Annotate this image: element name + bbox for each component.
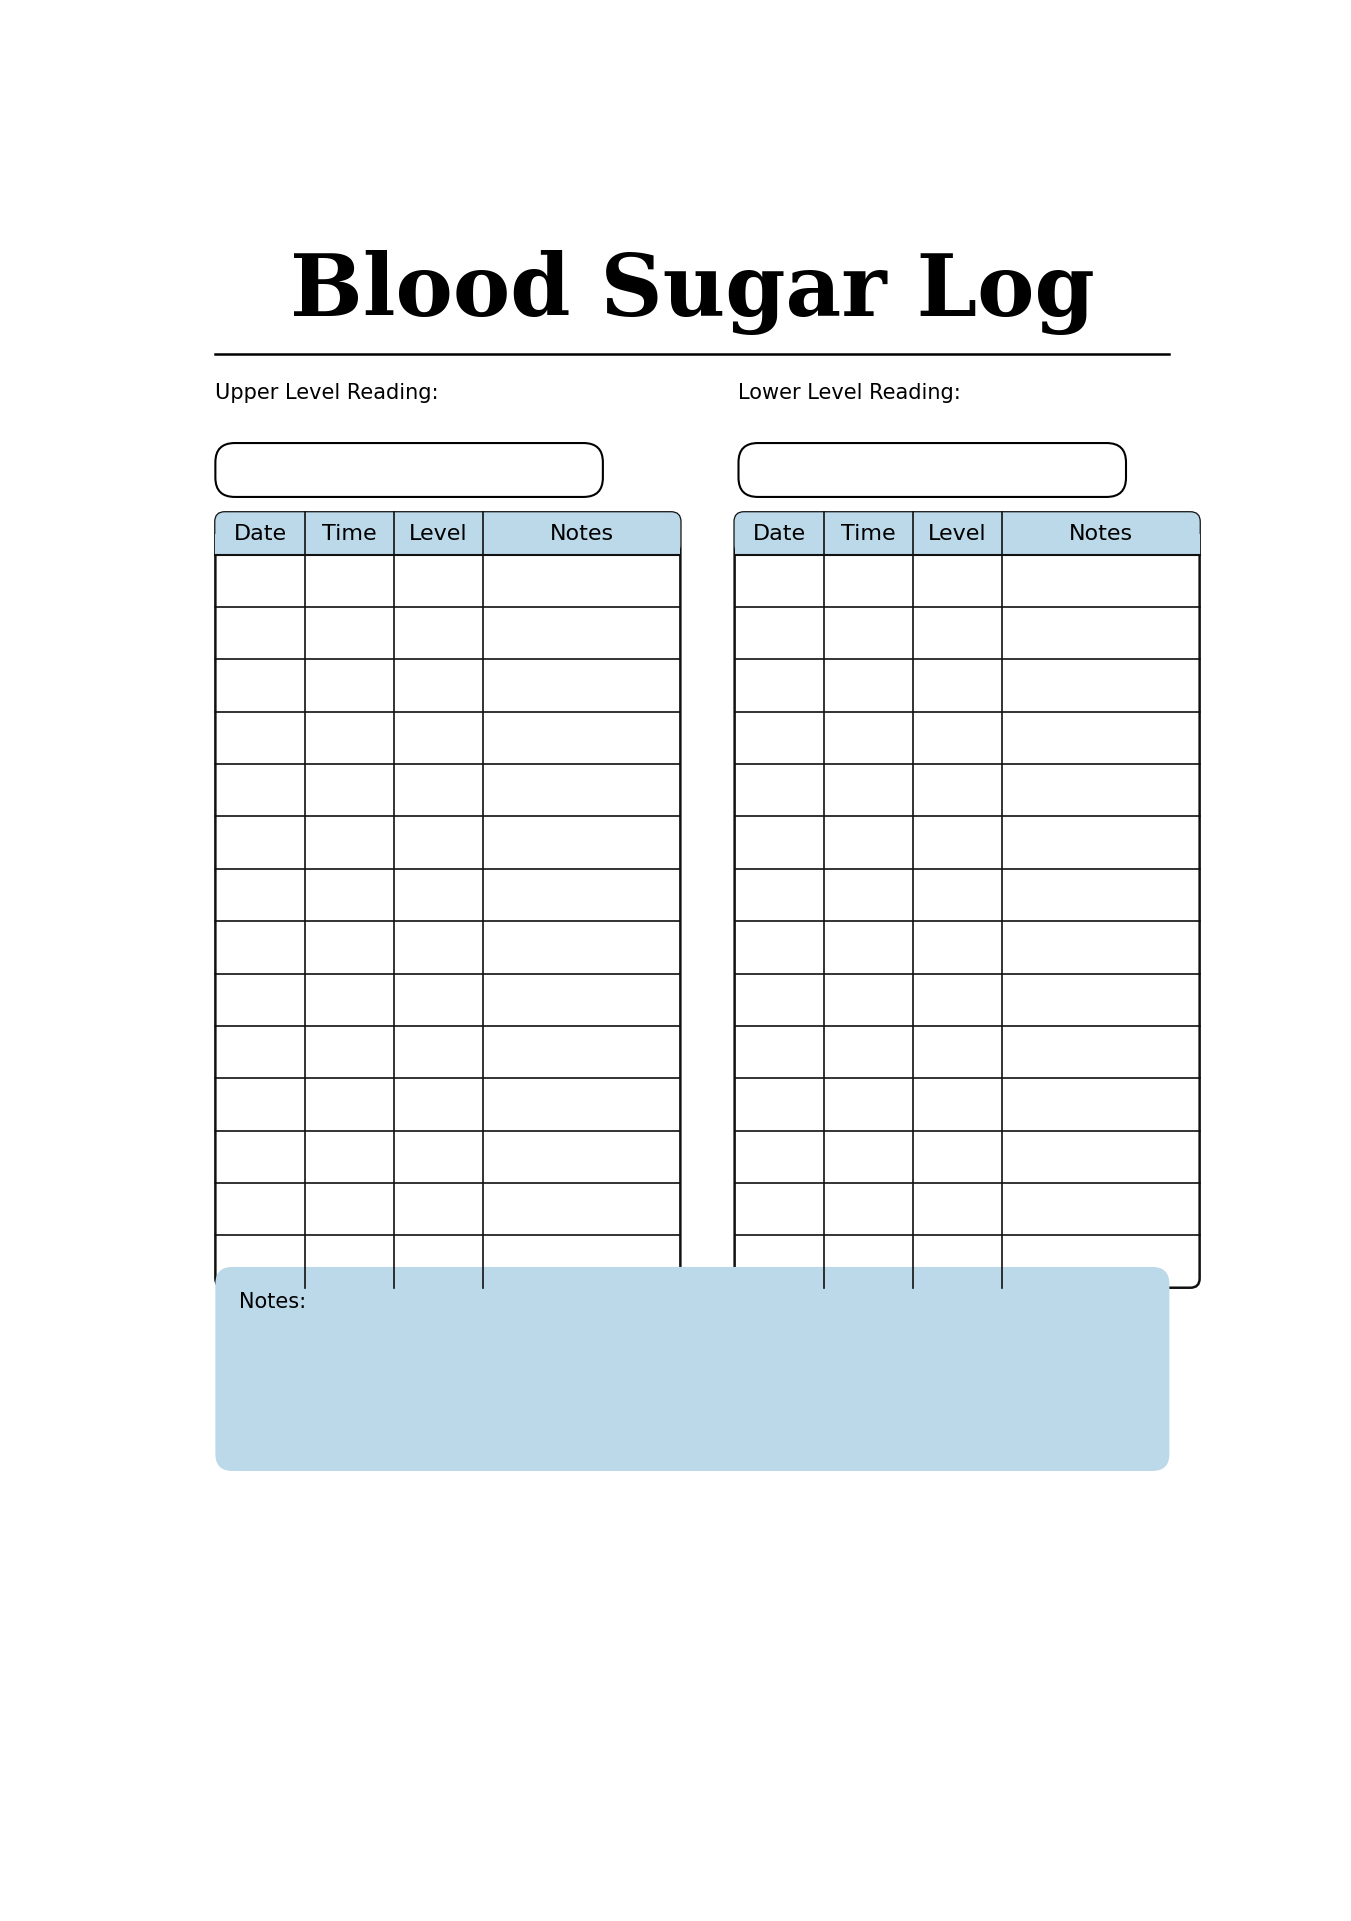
Text: Date: Date <box>234 524 286 544</box>
Text: Time: Time <box>322 524 377 544</box>
Text: Time: Time <box>842 524 896 544</box>
Text: Upper Level Reading:: Upper Level Reading: <box>215 382 439 403</box>
FancyBboxPatch shape <box>739 444 1125 498</box>
Text: Level: Level <box>409 524 467 544</box>
Text: Notes:: Notes: <box>239 1291 305 1312</box>
FancyBboxPatch shape <box>215 513 681 555</box>
FancyBboxPatch shape <box>215 1268 1170 1471</box>
FancyBboxPatch shape <box>215 513 681 1287</box>
Bar <box>735 534 1200 555</box>
FancyBboxPatch shape <box>735 513 1200 1287</box>
FancyBboxPatch shape <box>735 513 1200 555</box>
Text: Notes: Notes <box>550 524 613 544</box>
Text: Lower Level Reading:: Lower Level Reading: <box>739 382 962 403</box>
Text: Notes: Notes <box>1069 524 1133 544</box>
Text: Blood Sugar Log: Blood Sugar Log <box>290 250 1094 336</box>
Text: Level: Level <box>928 524 986 544</box>
FancyBboxPatch shape <box>215 444 603 498</box>
Bar <box>215 534 681 555</box>
Text: Date: Date <box>753 524 805 544</box>
